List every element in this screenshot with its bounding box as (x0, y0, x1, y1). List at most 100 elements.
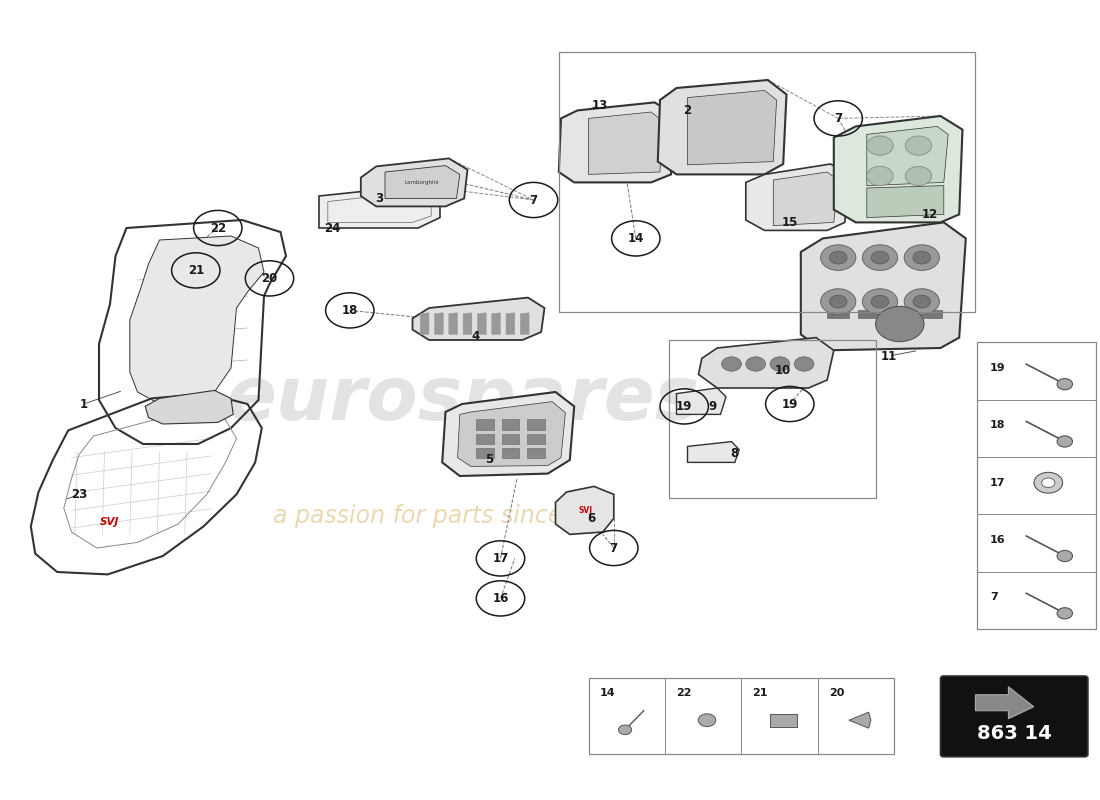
Text: 10: 10 (776, 364, 791, 377)
Circle shape (871, 251, 889, 264)
Polygon shape (698, 338, 834, 388)
Polygon shape (867, 126, 948, 186)
Polygon shape (449, 313, 458, 334)
Circle shape (905, 166, 932, 186)
Text: 18: 18 (990, 421, 1005, 430)
Circle shape (618, 725, 631, 734)
Polygon shape (527, 448, 544, 458)
Text: 20: 20 (829, 688, 844, 698)
Polygon shape (412, 298, 544, 340)
Text: 18: 18 (342, 304, 358, 317)
Text: 13: 13 (592, 99, 607, 112)
Polygon shape (834, 116, 962, 222)
Text: 16: 16 (493, 592, 508, 605)
Polygon shape (476, 434, 494, 444)
Text: 6: 6 (587, 512, 596, 525)
Circle shape (1057, 608, 1072, 619)
Text: 17: 17 (493, 552, 508, 565)
Polygon shape (588, 112, 662, 174)
Text: 11: 11 (881, 350, 896, 362)
Circle shape (1057, 436, 1072, 447)
Text: SVJ: SVJ (579, 506, 592, 515)
Polygon shape (658, 80, 786, 174)
Polygon shape (556, 486, 614, 534)
Circle shape (1057, 550, 1072, 562)
Text: 7: 7 (529, 194, 538, 206)
Polygon shape (746, 164, 849, 230)
Polygon shape (130, 236, 264, 404)
Text: 2: 2 (683, 104, 692, 117)
Polygon shape (773, 172, 838, 226)
Circle shape (904, 245, 939, 270)
Circle shape (871, 295, 889, 308)
Text: 1: 1 (79, 398, 88, 410)
Circle shape (867, 166, 893, 186)
Text: 3: 3 (375, 192, 384, 205)
Text: 19: 19 (990, 363, 1005, 373)
Polygon shape (442, 392, 574, 476)
Text: 23: 23 (72, 488, 87, 501)
Text: 4: 4 (471, 330, 480, 342)
Circle shape (913, 251, 931, 264)
Circle shape (821, 289, 856, 314)
Circle shape (821, 245, 856, 270)
Polygon shape (688, 90, 777, 165)
Text: 16: 16 (990, 535, 1005, 545)
Polygon shape (502, 419, 519, 430)
Circle shape (913, 295, 931, 308)
Bar (559, 52, 975, 312)
Circle shape (829, 295, 847, 308)
Text: 9: 9 (708, 400, 717, 413)
Text: 5: 5 (485, 454, 494, 466)
Text: 8: 8 (730, 447, 739, 460)
Polygon shape (434, 313, 443, 334)
Polygon shape (858, 310, 880, 318)
Text: 19: 19 (782, 398, 797, 410)
Text: 17: 17 (990, 478, 1005, 488)
Polygon shape (920, 310, 942, 318)
Text: 15: 15 (782, 216, 797, 229)
Circle shape (904, 289, 939, 314)
Bar (669, 340, 876, 498)
Bar (977, 342, 1096, 629)
Polygon shape (889, 310, 911, 318)
Circle shape (794, 357, 814, 371)
Circle shape (1034, 472, 1063, 493)
Polygon shape (867, 186, 944, 218)
Circle shape (829, 251, 847, 264)
Text: 14: 14 (628, 232, 643, 245)
Circle shape (698, 714, 716, 726)
Text: 20: 20 (262, 272, 277, 285)
Polygon shape (420, 313, 429, 334)
Text: 7: 7 (990, 592, 998, 602)
Text: 22: 22 (675, 688, 692, 698)
Polygon shape (520, 313, 529, 334)
Polygon shape (145, 390, 233, 424)
Text: a passion for parts since: a passion for parts since (273, 504, 563, 528)
Polygon shape (688, 442, 739, 462)
Text: 22: 22 (210, 222, 225, 234)
Text: 19: 19 (676, 400, 692, 413)
Circle shape (746, 357, 766, 371)
Polygon shape (492, 313, 500, 334)
Text: eurospares: eurospares (224, 363, 700, 437)
Polygon shape (506, 313, 515, 334)
Text: 7: 7 (834, 112, 843, 125)
Polygon shape (476, 448, 494, 458)
Polygon shape (476, 419, 494, 430)
Polygon shape (976, 686, 1034, 718)
Circle shape (862, 289, 898, 314)
Text: 12: 12 (922, 208, 937, 221)
Polygon shape (463, 313, 472, 334)
Text: 863 14: 863 14 (977, 724, 1052, 742)
Circle shape (722, 357, 741, 371)
Polygon shape (458, 402, 565, 466)
Polygon shape (502, 434, 519, 444)
Circle shape (1057, 378, 1072, 390)
Text: 14: 14 (600, 688, 615, 698)
Polygon shape (849, 712, 871, 728)
Circle shape (770, 357, 790, 371)
Text: 21: 21 (752, 688, 768, 698)
Circle shape (867, 136, 893, 155)
Polygon shape (477, 313, 486, 334)
